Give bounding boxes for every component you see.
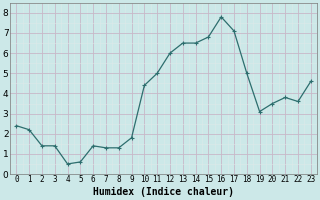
X-axis label: Humidex (Indice chaleur): Humidex (Indice chaleur) <box>93 187 234 197</box>
